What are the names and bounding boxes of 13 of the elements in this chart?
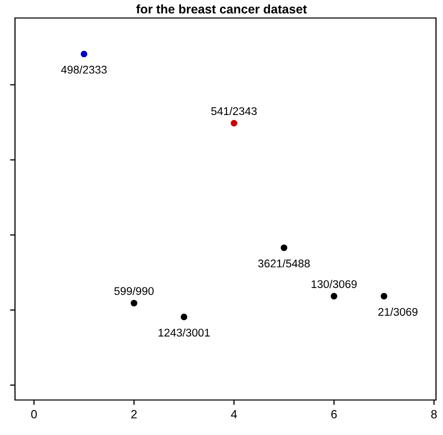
annotation: 498/2333 <box>61 65 107 74</box>
annotation: 21/3069 <box>378 308 418 316</box>
annotation: 3621/5488 <box>258 259 310 268</box>
x-tick-label: 8 <box>431 410 437 418</box>
x-tick-label: 6 <box>331 410 337 418</box>
x-tick-label: 4 <box>230 410 237 418</box>
annotation: 599/990 <box>114 286 154 295</box>
annotation: 541/2343 <box>211 106 257 116</box>
x-tick-label: 0 <box>31 410 37 418</box>
annotation: 130/3069 <box>312 280 357 288</box>
x-tick-label: 2 <box>131 410 137 418</box>
chart-title: for the breast cancer dataset <box>136 4 307 14</box>
annotation: 1243/3001 <box>158 328 210 337</box>
